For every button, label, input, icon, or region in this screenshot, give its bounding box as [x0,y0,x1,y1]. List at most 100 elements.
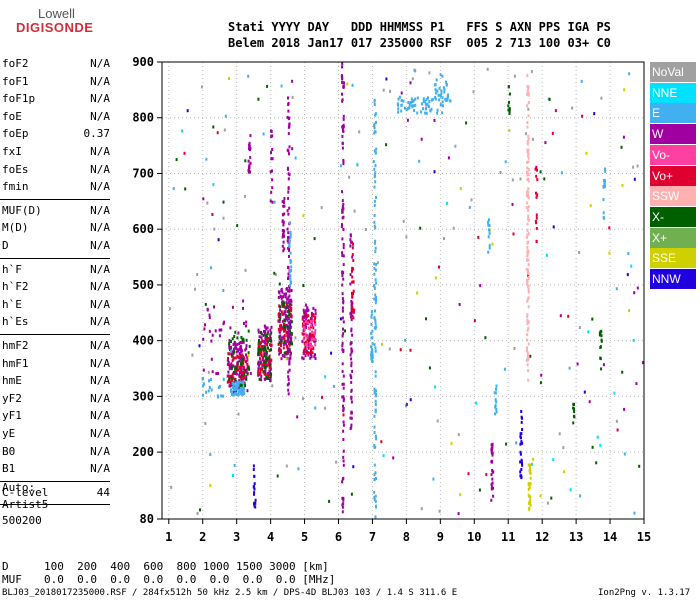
echo-point [229,384,231,388]
echo-point [287,167,289,171]
echo-point [313,237,316,241]
echo-point [279,328,282,332]
echo-point [257,343,260,347]
echo-point [352,259,355,262]
echo-point [341,75,344,79]
echo-point [628,72,631,76]
logo-lowell: Lowell [38,6,75,21]
echo-point [253,482,256,486]
echo-point [266,359,269,363]
echo-point [280,310,283,314]
echo-point [279,308,282,312]
echo-point [249,134,252,138]
echo-point [270,339,273,343]
echo-point [287,186,290,190]
echo-point [287,340,290,344]
echo-point [239,345,242,349]
param-key: foE [2,109,22,123]
echo-point [237,412,240,416]
echo-point [535,191,537,195]
echo-point [341,134,344,138]
param-key: hmF1 [2,356,29,370]
echo-point [520,410,523,413]
echo-point [411,105,414,109]
echo-point [229,348,231,352]
echo-point [238,373,241,377]
echo-point [341,146,344,150]
echo-point [289,312,292,316]
param-value: N/A [90,180,110,194]
echo-point [303,347,306,351]
echo-point [527,287,530,291]
echo-point [278,312,280,316]
echo-point [270,348,272,352]
echo-point [374,278,377,282]
echo-point [376,261,379,265]
param-key: B0 [2,444,16,458]
echo-point [264,345,267,349]
echo-point [349,416,352,420]
echo-point [264,369,267,373]
echo-point [529,354,532,358]
echo-point [245,347,248,351]
param-separator [0,480,110,482]
echo-point [591,317,594,321]
echo-point [309,345,312,349]
echo-point [287,306,290,310]
echo-point [526,315,529,319]
param-value: 0.37 [83,127,111,141]
echo-point [227,370,230,374]
echo-point [477,235,480,239]
echo-point [351,255,354,259]
echo-point [303,322,305,326]
echo-point [304,332,307,336]
echo-point [282,234,285,238]
echo-point [492,486,494,490]
echo-point [228,341,231,345]
echo-point [408,106,411,110]
echo-point [374,130,377,134]
echo-point [279,313,282,316]
echo-point [439,103,442,107]
echo-point [531,137,534,141]
echo-point [265,336,267,340]
echo-point [341,510,344,514]
echo-point [266,343,269,347]
echo-point [467,472,470,476]
echo-point [270,157,273,161]
echo-point [399,348,402,352]
echo-point [371,329,374,333]
echo-point [234,367,237,371]
echo-point [375,437,378,441]
echo-point [260,354,263,358]
echo-point [508,92,511,96]
echo-point [236,368,239,372]
echo-point [183,151,186,155]
echo-point [259,351,262,355]
echo-point [286,383,289,387]
echo-point [245,360,247,364]
echo-point [427,96,429,100]
echo-point [280,296,283,300]
echo-point [526,89,529,93]
echo-point [253,492,255,496]
echo-point [233,356,236,360]
echo-point [230,340,232,343]
echo-point [285,301,288,305]
echo-point [238,375,241,379]
echo-point [281,229,284,232]
echo-point [494,398,497,402]
echo-point [248,344,251,348]
param-key: fxI [2,145,22,158]
echo-point [280,339,283,343]
echo-point [400,99,403,103]
auto-code: 500200 [2,514,42,527]
echo-point [527,179,530,183]
echo-point [218,328,221,332]
echo-point [342,271,345,275]
echo-point [526,322,529,326]
echo-point [267,377,270,380]
echo-point [596,435,599,439]
echo-point [245,338,248,342]
echo-point [532,457,535,461]
